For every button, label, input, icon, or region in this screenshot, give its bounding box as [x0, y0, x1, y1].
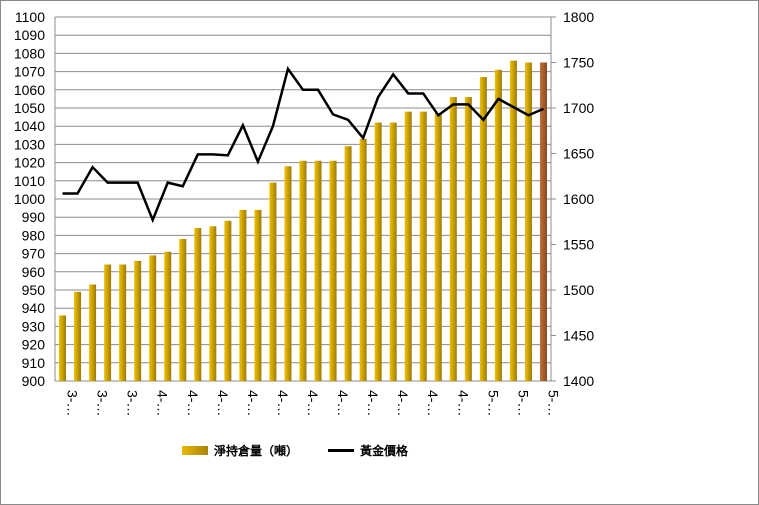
bar-holdings: [164, 251, 172, 381]
x-axis-tick-label: 4-…: [215, 390, 231, 416]
x-axis-tick-label: 5-…: [485, 390, 501, 416]
bar-holdings: [209, 226, 217, 381]
left-axis-tick-label: 1040: [14, 118, 45, 134]
left-axis-tick-label: 1050: [14, 100, 45, 116]
x-axis-tick-label: 4-…: [335, 390, 351, 416]
left-axis-tick-label: 910: [22, 355, 46, 371]
bar-holdings: [104, 264, 112, 381]
x-axis-tick-label: 3-…: [65, 390, 81, 416]
left-axis-tick-label: 990: [22, 209, 46, 225]
right-axis-tick-label: 1700: [563, 100, 594, 116]
bar-holdings: [524, 62, 532, 381]
left-axis-tick-label: 1060: [14, 82, 45, 98]
bar-holdings: [149, 255, 157, 381]
left-axis-tick-label: 1010: [14, 173, 45, 189]
x-axis-tick-label: 4-…: [425, 390, 441, 416]
right-axis-tick-label: 1400: [563, 373, 594, 389]
legend-bar-swatch: [182, 446, 208, 455]
right-axis-tick-label: 1450: [563, 328, 594, 344]
left-axis-tick-label: 1080: [14, 45, 45, 61]
x-axis-tick-label: 3-…: [95, 390, 111, 416]
bar-holdings: [134, 260, 142, 381]
right-axis-tick-label: 1750: [563, 55, 594, 71]
legend-item-holdings: 淨持倉量（噸）: [182, 442, 298, 459]
bar-holdings: [509, 60, 517, 382]
left-axis-tick-label: 1100: [15, 9, 45, 25]
left-axis-tick-label: 1090: [14, 27, 45, 43]
left-axis-tick-label: 920: [22, 337, 46, 353]
x-axis-tick-label: 4-…: [305, 390, 321, 416]
bar-holdings: [89, 284, 97, 381]
bar-holdings: [464, 97, 472, 381]
right-axis-tick-label: 1500: [563, 282, 594, 298]
right-axis-tick-label: 1600: [563, 191, 594, 207]
left-axis-tick-label: 1070: [14, 64, 45, 80]
bar-holdings: [299, 160, 307, 381]
bar-holdings: [449, 97, 457, 381]
legend-label-gold-price: 黃金價格: [360, 444, 409, 458]
bar-holdings: [269, 182, 277, 381]
bar-holdings: [314, 160, 322, 381]
bar-holdings: [419, 111, 427, 381]
x-axis-tick-label: 4-…: [185, 390, 201, 416]
bar-holdings: [389, 122, 397, 381]
left-axis-tick-label: 1020: [14, 155, 45, 171]
bar-holdings: [194, 228, 202, 381]
right-axis-tick-label: 1550: [563, 237, 594, 253]
bar-holdings: [74, 291, 82, 381]
bar-holdings: [344, 146, 352, 381]
left-axis-tick-label: 930: [22, 318, 46, 334]
bar-holdings: [254, 209, 262, 381]
x-axis-tick-label: 4-…: [155, 390, 171, 416]
left-axis-tick-label: 900: [22, 373, 46, 389]
x-axis-tick-label: 4-…: [245, 390, 261, 416]
right-axis-tick-label: 1650: [563, 146, 594, 162]
left-axis-tick-label: 1000: [14, 191, 45, 207]
left-axis-tick-label: 980: [22, 227, 46, 243]
left-axis-tick-label: 950: [22, 282, 46, 298]
x-axis-tick-label: 4-…: [455, 390, 471, 416]
legend-line-swatch: [328, 449, 354, 452]
line-gold-price: [62, 65, 544, 224]
left-axis-tick-label: 940: [22, 300, 46, 316]
bar-holdings: [59, 315, 67, 381]
x-axis-tick-label: 5-…: [515, 390, 531, 416]
bar-holdings: [239, 209, 247, 381]
bar-holdings: [374, 122, 382, 381]
bar-holdings: [179, 239, 187, 381]
right-axis-tick-label: 1800: [563, 9, 594, 25]
bar-holdings: [494, 69, 502, 381]
bar-holdings: [284, 166, 292, 381]
x-axis-tick-label: 4-…: [365, 390, 381, 416]
x-axis-tick-label: 4-…: [395, 390, 411, 416]
bar-holdings: [119, 264, 127, 381]
bar-holdings: [224, 220, 232, 381]
bar-holdings: [404, 111, 412, 381]
legend-label-holdings: 淨持倉量（噸）: [214, 444, 299, 458]
bar-holdings: [539, 62, 547, 381]
bar-holdings: [329, 160, 337, 381]
legend-item-gold-price: 黃金價格: [328, 442, 408, 459]
left-axis-tick-label: 970: [22, 246, 46, 262]
left-axis-tick-label: 1030: [14, 136, 45, 152]
x-axis-tick-label: 4-…: [275, 390, 291, 416]
bar-holdings: [434, 113, 442, 382]
x-axis-tick-label: 3-…: [125, 390, 141, 416]
bar-holdings: [479, 77, 487, 381]
left-axis-tick-label: 960: [22, 264, 46, 280]
bar-holdings: [359, 138, 367, 381]
x-axis-tick-label: 5-…: [545, 390, 561, 416]
